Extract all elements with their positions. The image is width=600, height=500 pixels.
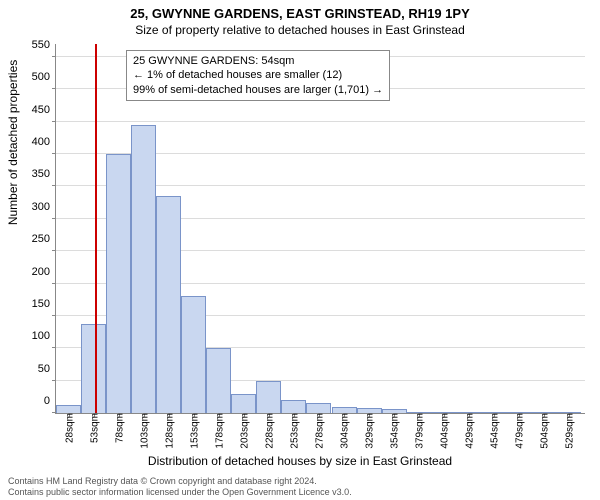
histogram-bar [306,403,331,413]
xtick-label: 78sqm [112,413,125,443]
ytick-mark [52,56,56,57]
footer-credits: Contains HM Land Registry data © Crown c… [8,476,352,498]
histogram-bar [56,405,81,413]
plot-area: 05010015020025030035040045050055028sqm53… [55,44,585,414]
xtick-label: 429sqm [463,413,476,449]
ytick-mark [52,153,56,154]
xtick-label: 228sqm [262,413,275,449]
ytick-label: 250 [32,233,56,245]
xtick-label: 354sqm [388,413,401,449]
histogram-bar [106,154,131,413]
ytick-label: 500 [32,71,56,83]
footer-line-2: Contains public sector information licen… [8,487,352,498]
x-axis-label: Distribution of detached houses by size … [0,454,600,468]
xtick-label: 253sqm [287,413,300,449]
ytick-label: 400 [32,136,56,148]
ytick-label: 200 [32,266,56,278]
xtick-label: 278sqm [312,413,325,449]
histogram-bar [256,381,281,413]
xtick-label: 153sqm [187,413,200,449]
annotation-line-2: ← 1% of detached houses are smaller (12) [133,68,383,82]
annotation-box: 25 GWYNNE GARDENS: 54sqm ← 1% of detache… [126,50,390,101]
xtick-label: 178sqm [212,413,225,449]
xtick-label: 53sqm [87,413,100,443]
ytick-mark [52,412,56,413]
ytick-mark [52,315,56,316]
ytick-label: 150 [32,298,56,310]
annotation-line-3: 99% of semi-detached houses are larger (… [133,83,383,97]
histogram-bar [81,324,106,413]
footer-line-1: Contains HM Land Registry data © Crown c… [8,476,352,487]
histogram-bar [206,348,231,413]
ytick-mark [52,283,56,284]
xtick-label: 329sqm [363,413,376,449]
xtick-label: 504sqm [538,413,551,449]
ytick-mark [52,250,56,251]
chart-container: 25, GWYNNE GARDENS, EAST GRINSTEAD, RH19… [0,0,600,500]
xtick-label: 28sqm [62,413,75,443]
ytick-mark [52,347,56,348]
xtick-label: 404sqm [438,413,451,449]
ytick-mark [52,380,56,381]
ytick-label: 0 [44,395,56,407]
y-axis-label: Number of detached properties [6,60,20,225]
histogram-bar [231,394,256,413]
chart-title: 25, GWYNNE GARDENS, EAST GRINSTEAD, RH19… [0,0,600,21]
xtick-label: 103sqm [137,413,150,449]
xtick-label: 128sqm [162,413,175,449]
histogram-bar [281,400,306,413]
histogram-bar [131,125,156,413]
annotation-line-1: 25 GWYNNE GARDENS: 54sqm [133,54,383,68]
gridline-h [56,121,585,122]
xtick-label: 379sqm [413,413,426,449]
ytick-mark [52,121,56,122]
xtick-label: 304sqm [338,413,351,449]
ytick-mark [52,218,56,219]
ytick-label: 450 [32,104,56,116]
ytick-label: 300 [32,201,56,213]
ytick-label: 50 [38,363,56,375]
ytick-mark [52,88,56,89]
chart-subtitle: Size of property relative to detached ho… [0,21,600,37]
xtick-label: 529sqm [563,413,576,449]
xtick-label: 479sqm [513,413,526,449]
ytick-label: 100 [32,330,56,342]
histogram-bar [156,196,181,413]
xtick-label: 203sqm [237,413,250,449]
ytick-mark [52,185,56,186]
xtick-label: 454sqm [488,413,501,449]
ytick-label: 550 [32,39,56,51]
histogram-bar [181,296,206,413]
ytick-label: 350 [32,168,56,180]
reference-line [95,44,97,413]
